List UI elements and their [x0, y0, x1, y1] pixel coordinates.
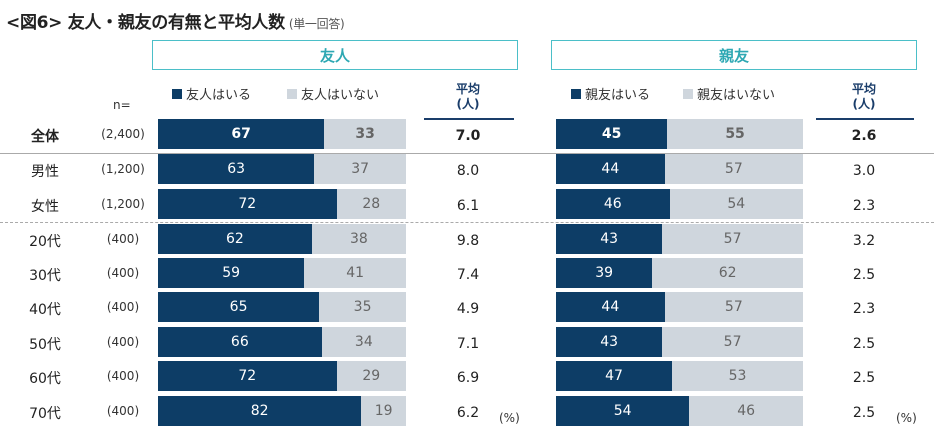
- bar-segment-not: 34: [321, 327, 406, 357]
- average-value: 6.2: [456, 405, 480, 421]
- average-value: 2.3: [852, 301, 876, 317]
- bar-segment-not: 38: [311, 224, 406, 254]
- average-value: 7.4: [456, 267, 480, 283]
- row-label: 全体: [31, 129, 59, 145]
- average-value: 2.5: [852, 336, 876, 352]
- bar-segment-not: 28: [336, 189, 406, 219]
- average-value: 9.8: [456, 233, 480, 249]
- bar-segment-not: 57: [662, 327, 803, 357]
- bar-segment-have: 44: [556, 292, 665, 322]
- average-value: 2.5: [852, 267, 876, 283]
- row-label: 50代: [29, 337, 61, 353]
- row-label: 70代: [29, 406, 61, 422]
- bar-segment-not: 53: [672, 361, 803, 391]
- row-label: 60代: [29, 371, 61, 387]
- gender-age-separator: [0, 222, 934, 223]
- bar-segment-not: 33: [324, 119, 406, 149]
- average-value: 6.9: [456, 370, 480, 386]
- bar-segment-have: 39: [556, 258, 653, 288]
- legend-label: 友人はいる: [186, 88, 252, 103]
- avg-header-underline: [424, 118, 514, 120]
- bar-segment-have: 59: [158, 258, 305, 288]
- bar-segment-have: 46: [556, 189, 670, 219]
- average-value: 7.1: [456, 336, 480, 352]
- row-label: 20代: [29, 234, 61, 250]
- legend-friends-have: 友人はいる: [172, 84, 251, 103]
- avg-header-friends: 平均 (人): [455, 82, 480, 111]
- bar-segment-not: 41: [304, 258, 406, 288]
- unit-label-best-friends: (%): [896, 411, 917, 425]
- legend-best-not: 親友はいない: [683, 84, 775, 103]
- row-n-value: (2,400): [101, 127, 145, 141]
- bar-segment-not: 62: [652, 258, 803, 288]
- row-n-value: (1,200): [101, 197, 145, 211]
- row-n-value: (400): [106, 232, 140, 246]
- figure-subtitle: (単一回答): [288, 17, 345, 31]
- average-value: 3.0: [852, 163, 876, 179]
- bar-segment-not: 35: [319, 292, 406, 322]
- bar-segment-have: 62: [158, 224, 312, 254]
- avg-header-best-friends: 平均 (人): [851, 82, 876, 111]
- panel-header-friends: 友人: [152, 40, 518, 70]
- bar-segment-not: 57: [664, 292, 803, 322]
- row-label: 40代: [29, 302, 61, 318]
- legend-swatch-dark: [571, 88, 581, 99]
- bar-segment-not: 57: [662, 224, 803, 254]
- bar-segment-have: 82: [158, 396, 362, 426]
- average-value: 2.6: [851, 128, 877, 144]
- bar-segment-not: 37: [314, 154, 406, 184]
- bar-segment-have: 63: [158, 154, 315, 184]
- bar-segment-have: 67: [158, 119, 325, 149]
- row-label: 30代: [29, 268, 61, 284]
- average-value: 3.2: [852, 233, 876, 249]
- figure-title: <図6> 友人・親友の有無と平均人数 (単一回答): [6, 8, 345, 33]
- bar-segment-not: 55: [667, 119, 803, 149]
- bar-segment-have: 72: [158, 361, 337, 391]
- row-n-value: (400): [106, 369, 140, 383]
- average-value: 2.5: [852, 405, 876, 421]
- row-label: 男性: [31, 164, 59, 180]
- bar-segment-have: 54: [556, 396, 690, 426]
- bar-segment-not: 19: [361, 396, 406, 426]
- legend-friends-not: 友人はいない: [287, 84, 379, 103]
- average-value: 2.5: [852, 370, 876, 386]
- unit-label-friends: (%): [499, 411, 520, 425]
- bar-segment-have: 43: [556, 224, 663, 254]
- average-value: 4.9: [456, 301, 480, 317]
- bar-segment-not: 54: [669, 189, 803, 219]
- legend-label: 親友はいる: [585, 88, 651, 103]
- legend-swatch-light: [287, 88, 297, 99]
- figure-title-text: <図6> 友人・親友の有無と平均人数: [6, 13, 285, 33]
- bar-segment-have: 43: [556, 327, 663, 357]
- row-n-value: (400): [106, 300, 140, 314]
- average-value: 8.0: [456, 163, 480, 179]
- bar-segment-not: 29: [336, 361, 406, 391]
- bar-segment-have: 66: [158, 327, 322, 357]
- row-n-value: (400): [106, 335, 140, 349]
- row-n-value: (1,200): [101, 162, 145, 176]
- row-n-value: (400): [106, 404, 140, 418]
- n-label: n=: [113, 98, 131, 112]
- bar-segment-not: 57: [664, 154, 803, 184]
- bar-segment-have: 72: [158, 189, 337, 219]
- legend-label: 親友はいない: [697, 88, 776, 103]
- bar-segment-not: 46: [689, 396, 803, 426]
- panel-header-best-friends: 親友: [551, 40, 917, 70]
- legend-swatch-dark: [172, 88, 182, 99]
- average-value: 7.0: [455, 128, 481, 144]
- bar-segment-have: 65: [158, 292, 320, 322]
- bar-segment-have: 44: [556, 154, 665, 184]
- bar-segment-have: 47: [556, 361, 673, 391]
- row-label: 女性: [31, 199, 59, 215]
- legend-best-have: 親友はいる: [571, 84, 650, 103]
- average-value: 2.3: [852, 198, 876, 214]
- legend-swatch-light: [683, 88, 693, 99]
- row-n-value: (400): [106, 266, 140, 280]
- average-value: 6.1: [456, 198, 480, 214]
- total-separator: [0, 153, 934, 154]
- legend-label: 友人はいない: [301, 88, 380, 103]
- avg-header-underline: [816, 118, 914, 120]
- bar-segment-have: 45: [556, 119, 668, 149]
